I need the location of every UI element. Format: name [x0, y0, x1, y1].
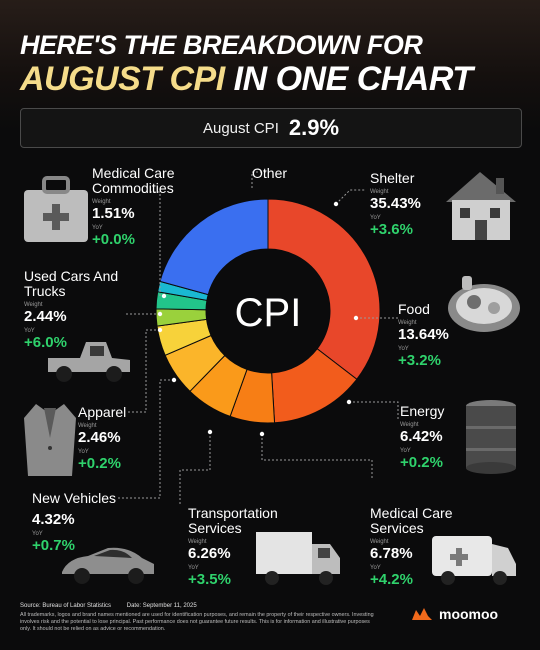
label-used-cars-and-trucks: Used Cars And Trucks Weight 2.44% YoY +6…	[24, 269, 118, 351]
footer: Source: Bureau of Labor Statistics Date:…	[20, 603, 380, 633]
headline-highlight: AUGUST CPI	[20, 60, 225, 98]
label-used-cars-name: Used Cars And Trucks	[24, 268, 119, 299]
label-medical-care-services: Medical Care Services Weight 6.78% YoY +…	[370, 506, 452, 588]
label-food-yoy-word: YoY	[398, 346, 409, 352]
house-icon	[446, 172, 516, 240]
sports-car-icon	[62, 547, 154, 584]
label-apparel-yoy-word: YoY	[78, 449, 89, 455]
label-food-yoy: +3.2%	[398, 352, 441, 369]
leader-dot-new-vehicles	[171, 377, 177, 383]
label-transport-weight: 6.26%	[188, 545, 231, 562]
label-transportation-services: Transportation Services Weight 6.26% YoY…	[188, 506, 278, 588]
label-med-commodities-yoy: +0.0%	[92, 231, 135, 248]
footer-date: Date: September 11, 2025	[126, 603, 197, 609]
brand-name: moomoo	[439, 606, 499, 622]
label-energy-weight: 6.42%	[400, 428, 443, 445]
label-used-cars-yoy: +6.0%	[24, 334, 67, 351]
label-med-services-yoy: +4.2%	[370, 571, 413, 588]
leader-dot-med-commodities	[161, 293, 167, 299]
label-new-vehicles: New Vehicles 4.32% YoY +0.7%	[32, 491, 116, 554]
label-used-cars-weight-word: Weight	[24, 302, 43, 308]
moomoo-logo-icon	[412, 608, 432, 620]
label-energy: Energy Weight 6.42% YoY +0.2%	[400, 404, 444, 471]
label-med-commodities-weight-word: Weight	[92, 199, 111, 205]
cpi-summary-label: August CPI	[202, 119, 279, 137]
leader-dot-used-cars	[157, 311, 163, 317]
moomoo-brand: moomoo	[410, 606, 498, 622]
label-shelter-weight-word: Weight	[370, 189, 389, 195]
leader-other	[251, 171, 268, 188]
label-med-services-name: Medical Care Services	[370, 505, 453, 536]
leader-shelter	[335, 189, 366, 205]
headline-line-2: AUGUST CPI IN ONE CHART	[20, 60, 473, 99]
donut-center-label: CPI	[235, 291, 302, 335]
box-truck-icon	[256, 532, 340, 585]
leader-lines	[118, 171, 399, 505]
label-new-vehicles-yoy: +0.7%	[32, 537, 75, 554]
leader-apparel	[128, 329, 160, 413]
ambulance-icon	[432, 536, 516, 585]
pickup-truck-icon	[48, 342, 130, 382]
leader-energy	[349, 401, 399, 420]
medical-kit-icon	[24, 176, 88, 242]
leader-dot-shelter	[333, 201, 339, 207]
donut-hole	[206, 249, 330, 373]
label-energy-yoy: +0.2%	[400, 454, 443, 471]
blazer-icon	[24, 404, 76, 476]
leader-dot-med-services	[259, 431, 265, 437]
label-shelter-name: Shelter	[370, 170, 415, 186]
label-apparel: Apparel Weight 2.46% YoY +0.2%	[78, 405, 126, 472]
label-med-commodities-weight: 1.51%	[92, 205, 135, 222]
leader-med-services	[261, 434, 373, 478]
footer-disclaimer: All trademarks, logos and brand names me…	[20, 612, 374, 632]
label-apparel-name: Apparel	[78, 404, 127, 420]
label-food-name: Food	[398, 301, 430, 317]
label-shelter-weight: 35.43%	[370, 195, 421, 212]
label-used-cars-yoy-word: YoY	[24, 328, 35, 334]
leader-dot-food	[353, 315, 359, 321]
label-med-services-yoy-word: YoY	[370, 565, 381, 571]
leader-dot-energy	[346, 399, 352, 405]
label-food-weight-word: Weight	[398, 320, 417, 326]
label-transport-yoy: +3.5%	[188, 571, 231, 588]
label-new-vehicles-weight: 4.32%	[32, 511, 75, 528]
label-food-weight: 13.64%	[398, 326, 449, 343]
headline-line-1: HERE'S THE BREAKDOWN FOR	[20, 30, 423, 60]
label-shelter: Shelter Weight 35.43% YoY +3.6%	[370, 171, 421, 238]
footer-source: Source: Bureau of Labor Statistics	[20, 603, 112, 609]
label-other-name: Other	[252, 165, 288, 181]
label-shelter-yoy: +3.6%	[370, 221, 413, 238]
label-apparel-yoy: +0.2%	[78, 455, 121, 472]
label-med-services-weight-word: Weight	[370, 539, 389, 545]
food-plate-icon	[448, 276, 520, 332]
label-new-vehicles-name: New Vehicles	[32, 490, 117, 506]
oil-barrel-icon	[466, 400, 516, 474]
cpi-summary-box: August CPI 2.9%	[20, 108, 522, 148]
label-med-services-weight: 6.78%	[370, 545, 413, 562]
cpi-summary-value: 2.9%	[288, 115, 340, 140]
label-energy-yoy-word: YoY	[400, 448, 411, 454]
label-energy-name: Energy	[400, 403, 445, 419]
footer-source-line: Source: Bureau of Labor Statistics Date:…	[20, 603, 380, 610]
label-used-cars-weight: 2.44%	[24, 308, 67, 325]
label-energy-weight-word: Weight	[400, 422, 419, 428]
label-transport-weight-word: Weight	[188, 539, 207, 545]
label-transport-yoy-word: YoY	[188, 565, 199, 571]
label-shelter-yoy-word: YoY	[370, 215, 381, 221]
leader-dot-apparel	[157, 327, 163, 333]
label-food: Food Weight 13.64% YoY +3.2%	[398, 302, 449, 369]
label-transport-name: Transportation Services	[188, 505, 278, 536]
leader-new-vehicles	[118, 379, 174, 499]
label-other: Other	[252, 166, 287, 181]
headline-rest: IN ONE CHART	[224, 60, 473, 98]
leader-dot-transport	[207, 429, 213, 435]
label-med-commodities-name: Medical Care Commodities	[92, 165, 175, 196]
leader-transport	[179, 432, 211, 505]
label-apparel-weight: 2.46%	[78, 429, 121, 446]
label-new-vehicles-yoy-word: YoY	[32, 531, 43, 537]
label-medical-care-commodities: Medical Care Commodities Weight 1.51% Yo…	[92, 166, 174, 248]
label-apparel-weight-word: Weight	[78, 423, 97, 429]
label-med-commodities-yoy-word: YoY	[92, 225, 103, 231]
